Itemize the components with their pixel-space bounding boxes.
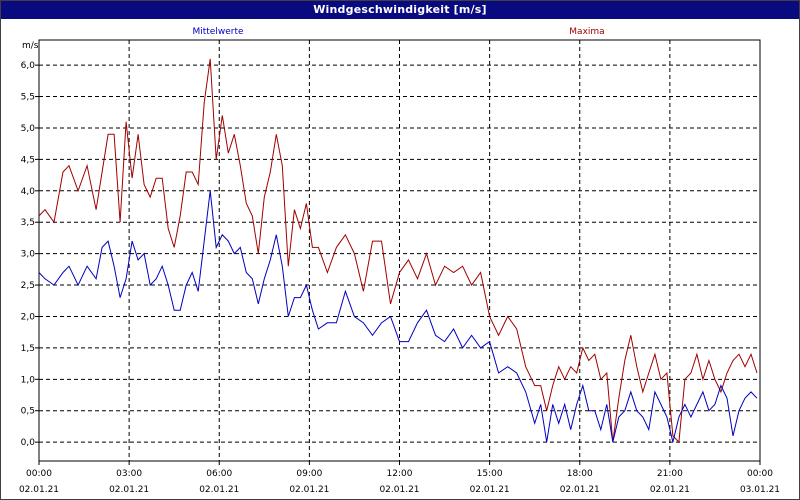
x-tick-time-label: 06:00 [206, 469, 232, 479]
series-line-maxima [38, 58, 758, 444]
x-tick-date-label: 02.01.21 [19, 485, 59, 495]
y-axis-label: m/s [22, 41, 39, 51]
series-line-mittelwerte [38, 190, 758, 443]
y-tick-label: 0,5 [21, 407, 35, 417]
x-tick-time-label: 21:00 [657, 469, 683, 479]
x-tick-date-label: 02.01.21 [560, 485, 600, 495]
x-tick-time-label: 00:00 [26, 469, 52, 479]
legend-mittelwerte: Mittelwerte [192, 27, 243, 37]
y-tick-label: 5,0 [21, 124, 36, 134]
y-tick-label: 1,0 [21, 375, 36, 385]
y-tick-label: 5,5 [21, 93, 35, 103]
x-tick-time-label: 12:00 [387, 469, 413, 479]
grid-lines [39, 40, 760, 461]
x-tick-date-label: 02.01.21 [650, 485, 690, 495]
x-tick-date-label: 02.01.21 [379, 485, 419, 495]
legend-maxima: Maxima [569, 27, 604, 37]
x-tick-time-label: 00:00 [747, 469, 773, 479]
x-axis-ticks: 00:00 02.01.21 03:00 02.01.21 06:00 02.01.21 0… [19, 461, 780, 495]
x-tick-date-label: 02.01.21 [199, 485, 239, 495]
x-tick-date-label: 03.01.21 [740, 485, 780, 495]
x-tick-date-label: 02.01.21 [470, 485, 510, 495]
y-tick-label: 4,5 [21, 155, 35, 165]
y-tick-label: 0,0 [21, 438, 36, 448]
y-tick-label: 2,0 [21, 312, 36, 322]
window-title: Windgeschwindigkeit [m/s] [1, 1, 799, 19]
y-tick-label: 4,0 [21, 187, 36, 197]
y-axis-ticks: 0,0 0,5 1,0 1,5 2,0 2,5 3,0 3,5 4,0 4,5 5,0 5,5 6,0 [21, 61, 39, 448]
x-tick-time-label: 18:00 [567, 469, 593, 479]
y-tick-label: 6,0 [21, 61, 36, 71]
y-tick-label: 2,5 [21, 281, 35, 291]
x-tick-date-label: 02.01.21 [289, 485, 329, 495]
y-tick-label: 3,0 [21, 250, 36, 260]
y-tick-label: 3,5 [21, 218, 35, 228]
series-lines [38, 58, 758, 444]
x-tick-time-label: 03:00 [116, 469, 142, 479]
x-tick-date-label: 02.01.21 [109, 485, 149, 495]
x-tick-time-label: 15:00 [477, 469, 503, 479]
y-tick-label: 1,5 [21, 344, 35, 354]
x-tick-time-label: 09:00 [296, 469, 322, 479]
